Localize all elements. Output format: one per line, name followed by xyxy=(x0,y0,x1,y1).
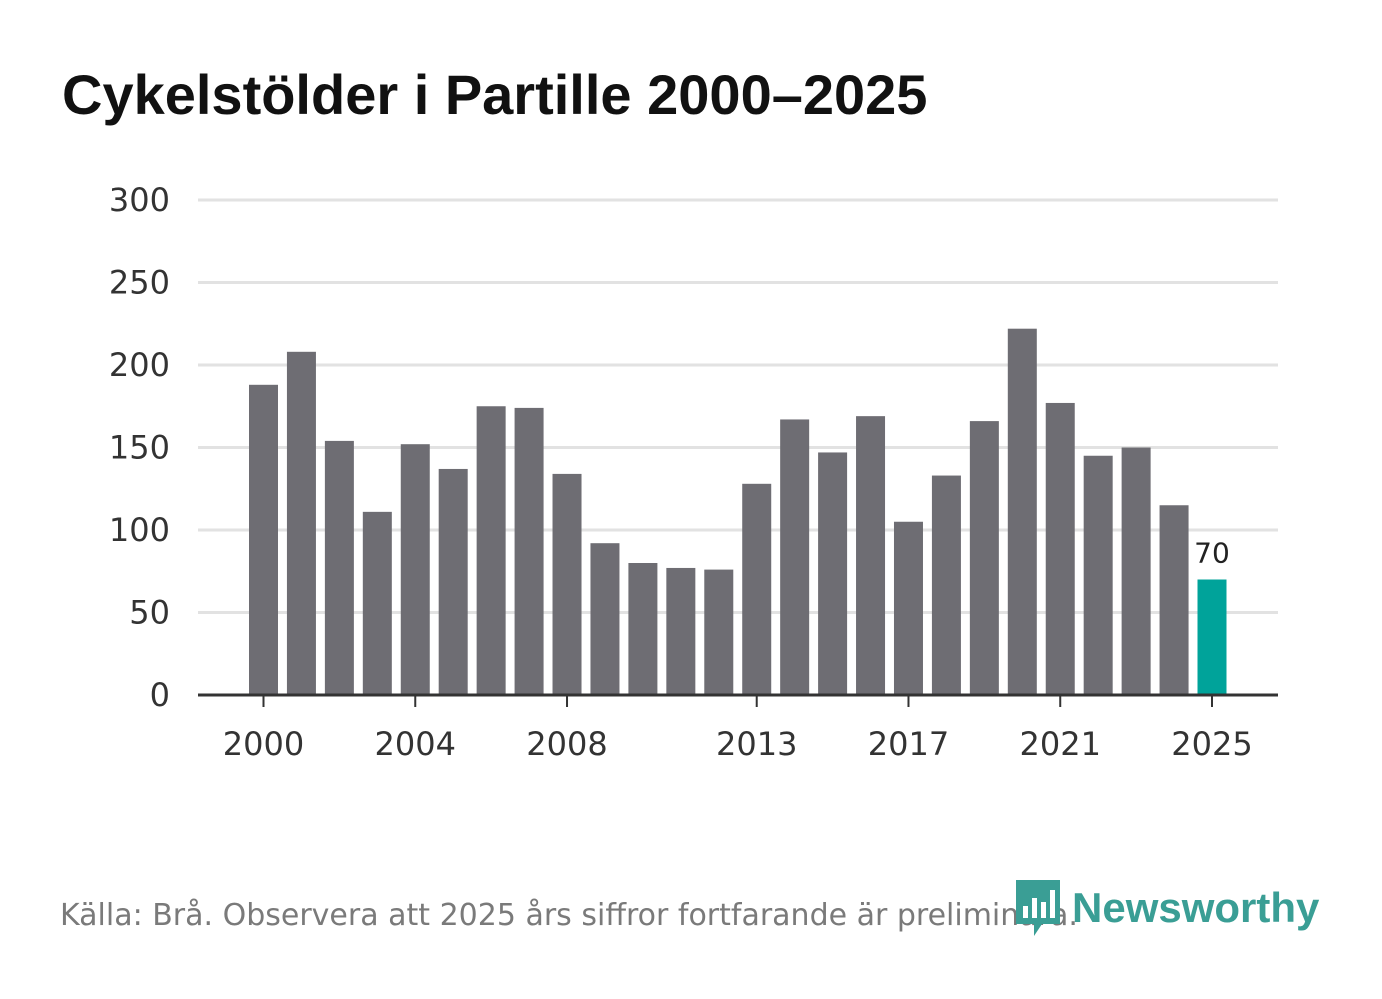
y-tick-label: 0 xyxy=(150,676,170,714)
data-labels: 70 xyxy=(1194,537,1230,570)
bar-2006 xyxy=(476,406,506,695)
bar-2017 xyxy=(893,521,923,695)
x-tick-label: 2013 xyxy=(716,725,797,763)
bar-2022 xyxy=(1083,455,1113,695)
data-label-2025: 70 xyxy=(1194,537,1230,570)
y-tick-label: 250 xyxy=(109,264,170,302)
bar-2016 xyxy=(856,416,886,695)
bar-2000 xyxy=(249,384,278,695)
bar-2002 xyxy=(324,440,354,695)
x-tick-label: 2004 xyxy=(375,725,456,763)
bar-2001 xyxy=(286,351,316,695)
bar-2023 xyxy=(1121,447,1151,695)
bar-2004 xyxy=(400,444,430,695)
bar-2021 xyxy=(1045,402,1075,695)
bar-2005 xyxy=(438,468,468,695)
bar-2013 xyxy=(742,483,772,695)
bar-2011 xyxy=(666,567,696,695)
bar-2020 xyxy=(1007,328,1037,695)
bars xyxy=(249,328,1227,695)
y-tick-label: 100 xyxy=(109,511,170,549)
bar-2010 xyxy=(628,563,658,695)
gridlines xyxy=(198,198,1278,614)
y-axis-labels: 0 50 100 150 200 250 300 xyxy=(109,181,170,714)
source-footnote: Källa: Brå. Observera att 2025 års siffr… xyxy=(60,898,1078,933)
x-tick-label: 2008 xyxy=(526,725,607,763)
bar-2019 xyxy=(969,421,999,695)
bar-2007 xyxy=(514,407,544,695)
y-tick-label: 300 xyxy=(109,181,170,219)
chart-title: Cykelstölder i Partille 2000–2025 xyxy=(62,63,928,126)
bar-2018 xyxy=(931,475,961,695)
bar-2015 xyxy=(818,452,848,695)
bar-2025 xyxy=(1197,579,1227,695)
x-tick-label: 2000 xyxy=(223,725,304,763)
brand-name: Newsworthy xyxy=(1072,884,1320,931)
y-tick-label: 150 xyxy=(109,429,170,467)
brand-logo: Newsworthy xyxy=(1012,878,1319,938)
x-axis xyxy=(198,693,1278,707)
x-axis-labels: 2000 2004 2008 2013 2017 2021 2025 xyxy=(223,725,1253,763)
x-tick-label: 2025 xyxy=(1171,725,1252,763)
x-tick-label: 2017 xyxy=(868,725,949,763)
bar-2012 xyxy=(704,569,734,695)
y-tick-label: 50 xyxy=(129,594,170,632)
newsworthy-logo-icon xyxy=(1016,880,1060,936)
bar-2003 xyxy=(362,511,392,695)
bar-2024 xyxy=(1159,505,1189,695)
bar-2009 xyxy=(590,543,620,695)
bar-2014 xyxy=(780,419,810,695)
y-tick-label: 200 xyxy=(109,346,170,384)
x-tick-label: 2021 xyxy=(1020,725,1101,763)
bar-2008 xyxy=(552,473,582,695)
